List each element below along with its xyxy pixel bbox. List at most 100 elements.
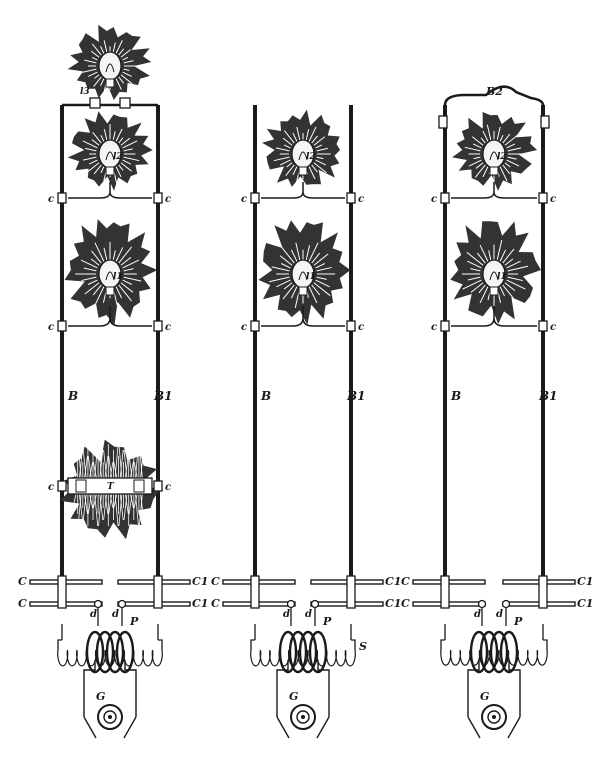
gap-leads [61, 608, 159, 640]
plate-right-label-1: C1 [192, 597, 208, 610]
lamp-upper-ray [473, 156, 481, 160]
lamp-lower-ray [280, 263, 291, 269]
top-lamp-ray [122, 71, 132, 77]
lamp-upper: l2 [67, 111, 153, 191]
conductor-left-label: B [450, 389, 461, 403]
tube-ray-down [72, 493, 77, 509]
lamp-lower-ray [315, 263, 326, 269]
lamp-upper-ray [103, 129, 108, 141]
top-lamp-ray [120, 49, 131, 58]
tube-ray-down [87, 493, 92, 515]
lamp-lower-ray [488, 250, 492, 261]
gap-ball-right [310, 599, 320, 609]
primary-turn [115, 630, 135, 674]
gap-label-left: d [283, 609, 290, 620]
tube-ray-up [113, 461, 118, 479]
generator-belt [467, 716, 521, 739]
lamp-upper-ray [118, 164, 124, 171]
tube-ray-up [119, 449, 124, 479]
tube-ray-down [84, 493, 88, 515]
connector-upper-left-block [250, 192, 260, 204]
tube-ray-up [138, 443, 143, 479]
tube-ray-up [103, 449, 107, 479]
lamp-upper-ray [115, 166, 122, 178]
lamp-lower-leads [451, 306, 537, 327]
lamp-lower-ray [122, 259, 140, 269]
top-lamp-ray [84, 59, 97, 64]
tube-ray-up [72, 461, 77, 479]
coil [440, 630, 548, 674]
lamp-lower-ray [90, 258, 100, 266]
tube-ray-down [119, 493, 124, 521]
lamp-lower-ray [507, 265, 528, 272]
lamp-upper-ray [308, 126, 317, 142]
lamp-lower-ray [506, 279, 526, 290]
tube-ray-down [82, 493, 87, 521]
lamp-lower-ray [504, 282, 516, 292]
lamp-lower-ray [118, 246, 133, 264]
generator-leads [83, 660, 137, 717]
lamp-lower-ray [276, 279, 291, 288]
lamp-lower-ray [467, 260, 482, 269]
tube-end-left [75, 479, 87, 493]
gap-ball-right [117, 599, 127, 609]
top-lamp-socket-left [89, 97, 101, 109]
lamp-lower-ray [467, 276, 481, 281]
lamp-upper-ray [82, 156, 97, 161]
connector-lower-left-label: c [48, 322, 54, 333]
connector-lower-left-label: c [241, 322, 247, 333]
lamp-lower-ray [94, 242, 105, 262]
lamp-upper-ray [305, 129, 310, 141]
gap-ball-left [93, 599, 103, 609]
tube-ray-down [93, 493, 97, 509]
connector-upper-left-block [440, 192, 450, 204]
top-lamp-label: l3 [80, 87, 90, 97]
tube: T [59, 439, 160, 540]
lamp-upper-ray [506, 159, 520, 167]
gap-ball-left [477, 599, 487, 609]
connector-upper-right-block [346, 192, 356, 204]
top-lamp-ray [91, 56, 98, 61]
lamp-upper-ray [85, 147, 97, 152]
connector-upper-right-block [538, 192, 548, 204]
gap-label-right: d [496, 609, 503, 620]
coil [250, 630, 356, 674]
lamp-lower-ray [311, 252, 321, 264]
lamp-upper-leads [451, 182, 537, 199]
lamp-lower-ray [316, 266, 332, 272]
lamp-lower-ray [271, 266, 290, 272]
conductor-right-label: B1 [538, 389, 558, 403]
top-lamp-ray [115, 40, 123, 54]
conductor-left-label: B [67, 389, 78, 403]
conductor-left-label: B [260, 389, 271, 403]
top-lamp-ray [93, 76, 102, 87]
gap-label-right: d [112, 609, 119, 620]
tube-label: T [107, 482, 115, 492]
lamp-lower-ray [316, 276, 327, 280]
plate-left-label-1: C [18, 597, 27, 610]
generator-axle [301, 715, 305, 719]
generator-label: G [289, 690, 298, 703]
primary-label: P [322, 615, 332, 628]
lamp-upper-ray [504, 134, 518, 146]
lamp-lower-ray [120, 256, 132, 266]
plate-left-label-0: C [401, 575, 410, 588]
lamp-lower-ray [81, 276, 97, 282]
lamp-upper-ray [313, 162, 327, 174]
tube-ray-down [103, 493, 107, 521]
lamp-upper-ray [496, 126, 501, 141]
connector-lower-right-label: c [165, 322, 171, 333]
connector-lower-right-block [153, 320, 163, 332]
tube-ray-up [82, 449, 87, 479]
lamp-upper-leads [68, 182, 152, 199]
connector-upper-left-block [57, 192, 67, 204]
lamp-upper-ray [313, 136, 325, 146]
tube-ray-down [98, 493, 102, 527]
connector-lower-right-block [346, 320, 356, 332]
lamp-upper: l2 [452, 112, 538, 191]
connector-lower-left-block [440, 320, 450, 332]
top-lamp-ray [94, 74, 100, 79]
lamp-lower-ray [269, 276, 290, 283]
tube-ray-down [140, 493, 144, 521]
